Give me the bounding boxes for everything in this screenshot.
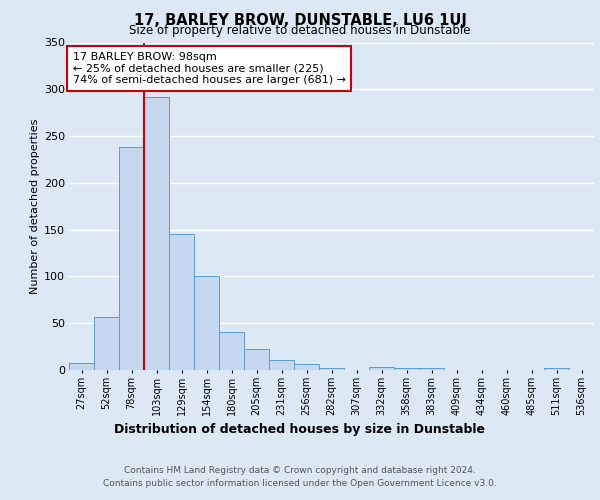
Bar	[144, 97, 169, 370]
Bar	[69, 362, 94, 370]
Text: 17 BARLEY BROW: 98sqm
← 25% of detached houses are smaller (225)
74% of semi-det: 17 BARLEY BROW: 98sqm ← 25% of detached …	[73, 52, 346, 85]
Bar	[294, 364, 319, 370]
Bar	[394, 368, 419, 370]
Bar	[544, 368, 569, 370]
Y-axis label: Number of detached properties: Number of detached properties	[29, 118, 40, 294]
Text: Contains HM Land Registry data © Crown copyright and database right 2024.: Contains HM Land Registry data © Crown c…	[124, 466, 476, 475]
Bar	[169, 234, 194, 370]
Bar	[269, 360, 294, 370]
Bar	[369, 367, 394, 370]
Bar	[219, 332, 244, 370]
Text: 17, BARLEY BROW, DUNSTABLE, LU6 1UJ: 17, BARLEY BROW, DUNSTABLE, LU6 1UJ	[134, 12, 466, 28]
Bar	[244, 350, 269, 370]
Text: Size of property relative to detached houses in Dunstable: Size of property relative to detached ho…	[129, 24, 471, 37]
Text: Distribution of detached houses by size in Dunstable: Distribution of detached houses by size …	[115, 422, 485, 436]
Bar	[319, 368, 344, 370]
Text: Contains public sector information licensed under the Open Government Licence v3: Contains public sector information licen…	[103, 479, 497, 488]
Bar	[119, 148, 144, 370]
Bar	[94, 316, 119, 370]
Bar	[194, 276, 219, 370]
Bar	[419, 368, 444, 370]
